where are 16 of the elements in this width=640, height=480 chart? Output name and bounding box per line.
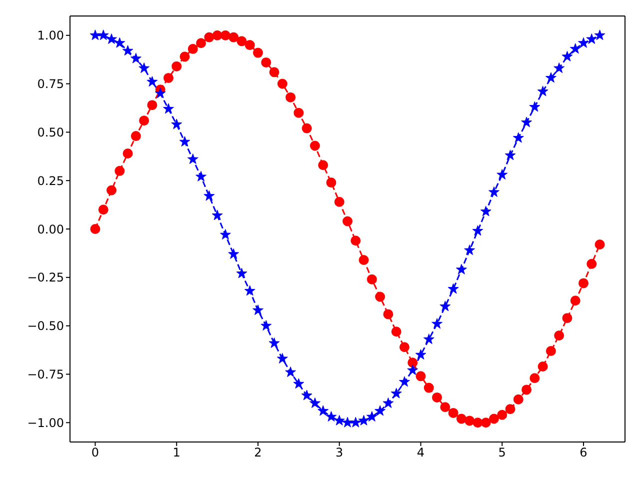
y-tick-label: −0.50: [27, 319, 64, 334]
x-tick-label: 0: [91, 446, 100, 460]
y-tick-label: 0.50: [37, 125, 64, 140]
y-tick-label: −0.75: [27, 367, 64, 382]
y-tick-label: 0.00: [37, 222, 64, 236]
x-tick-label: 1: [172, 446, 180, 460]
x-tick-label: 2: [254, 446, 262, 460]
x-tick-label: 4: [416, 446, 425, 460]
y-tick-label: 0.25: [37, 174, 64, 188]
y-tick-label: 1.00: [37, 28, 64, 43]
x-tick-label: 3: [336, 446, 344, 460]
y-tick-label: −1.00: [27, 416, 64, 430]
x-tick-label: 5: [498, 446, 506, 460]
y-tick-label: −0.25: [27, 270, 64, 285]
x-tick-label: 6: [580, 446, 588, 460]
y-tick-label: 0.75: [37, 77, 64, 92]
